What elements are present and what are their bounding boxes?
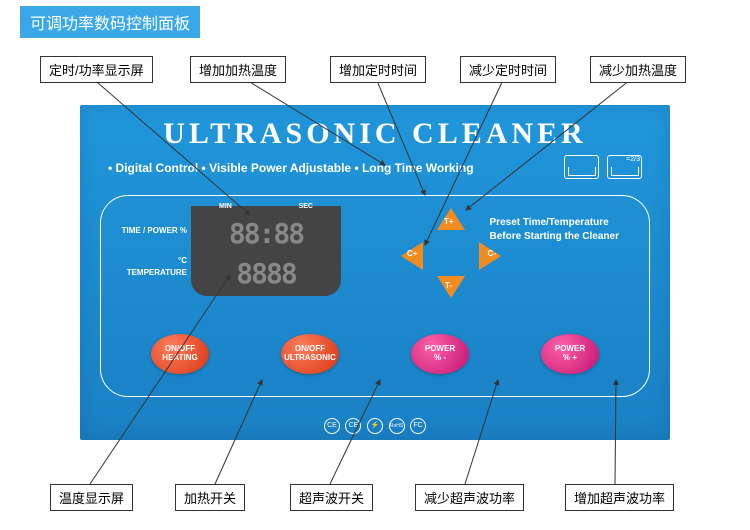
cert-icon: CE: [345, 418, 361, 434]
arrow-down-label: T-: [445, 281, 452, 290]
label-dec-power: 减少超声波功率: [415, 484, 524, 511]
time-power-label: TIME / POWER %: [122, 226, 187, 235]
label-heat-switch: 加热开关: [175, 484, 245, 511]
cert-icon: FC: [410, 418, 426, 434]
ultrasonic-btn-l2: ULTRASONIC: [284, 354, 336, 363]
power-plus-button[interactable]: POWER % +: [541, 334, 599, 374]
temp-unit-label: °C: [178, 256, 187, 265]
label-inc-power: 增加超声波功率: [565, 484, 674, 511]
label-ultrasonic-switch: 超声波开关: [290, 484, 373, 511]
preset-text: Preset Time/Temperature Before Starting …: [490, 216, 619, 244]
label-increase-time: 增加定时时间: [330, 56, 426, 83]
cert-icon: ⚡: [367, 418, 383, 434]
label-decrease-time: 减少定时时间: [460, 56, 556, 83]
panel-features: • Digital Control • Visible Power Adjust…: [108, 161, 474, 175]
temp-digits: 8888: [236, 257, 295, 290]
arrow-left-label: C+: [407, 249, 417, 258]
page-title: 可调功率数码控制面板: [20, 6, 200, 38]
cert-row: CE CE ⚡ RoHS FC: [80, 418, 670, 434]
power-minus-l2: % -: [434, 354, 446, 363]
preset-line2: Before Starting the Cleaner: [490, 230, 619, 244]
cert-icon: CE: [324, 418, 340, 434]
heating-btn-l2: HEATING: [162, 354, 197, 363]
label-timer-display: 定时/功率显示屏: [40, 56, 153, 83]
heating-button[interactable]: ON/OFF HEATING: [151, 334, 209, 374]
label-increase-heat: 增加加热温度: [190, 56, 286, 83]
power-plus-l2: % +: [563, 354, 577, 363]
button-row: ON/OFF HEATING ON/OFF ULTRASONIC POWER %…: [151, 334, 599, 384]
label-temp-display: 温度显示屏: [50, 484, 133, 511]
sec-label: SEC: [299, 203, 313, 210]
control-panel: ULTRASONIC CLEANER • Digital Control • V…: [80, 105, 670, 440]
cert-icon: RoHS: [389, 418, 405, 434]
preset-line1: Preset Time/Temperature: [490, 216, 619, 230]
arrow-up-label: T+: [444, 217, 454, 226]
time-digits: 88:88: [229, 217, 303, 250]
label-decrease-heat: 减少加热温度: [590, 56, 686, 83]
min-label: MIN: [219, 203, 232, 210]
power-minus-button[interactable]: POWER % -: [411, 334, 469, 374]
arrow-right-label: C-: [488, 249, 496, 258]
wash-icon: [564, 155, 599, 179]
fill-icon: =2/3: [607, 155, 642, 179]
control-frame: TIME / POWER % TEMPERATURE °C MIN SEC 88…: [100, 195, 650, 397]
ultrasonic-button[interactable]: ON/OFF ULTRASONIC: [281, 334, 339, 374]
panel-title: ULTRASONIC CLEANER: [80, 117, 670, 151]
digital-display: MIN SEC 88:88 8888: [191, 206, 341, 296]
temperature-label: TEMPERATURE: [127, 268, 187, 277]
